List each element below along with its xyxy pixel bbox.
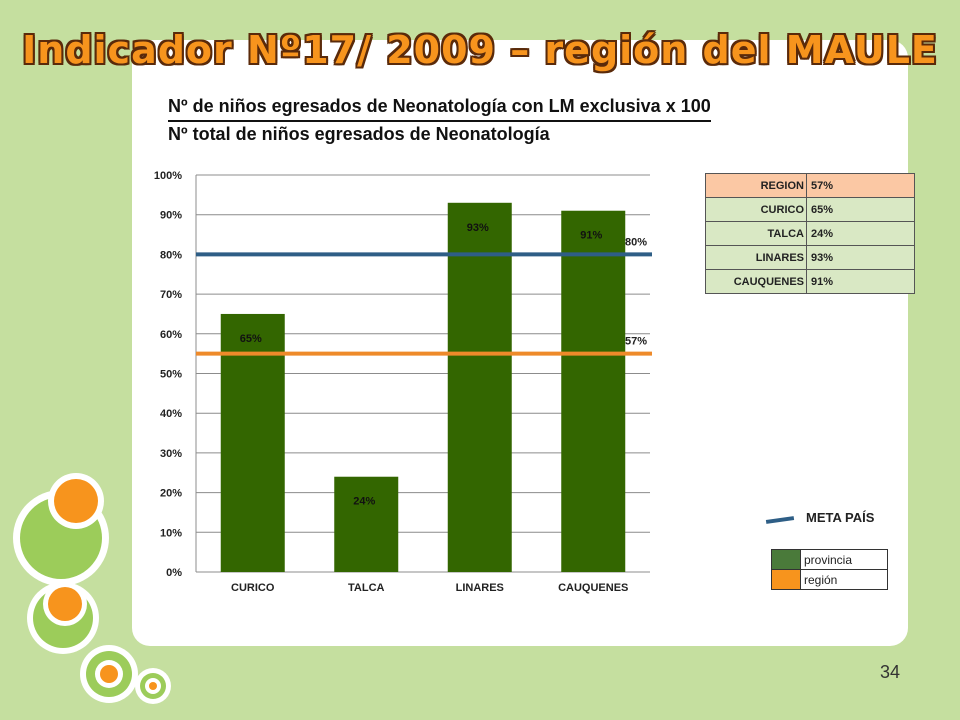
table-cell-label: CURICO [705,197,807,222]
table-row: TALCA 24% [705,221,915,246]
region-table: REGION 57% CURICO 65% TALCA 24% LINARES … [705,173,915,294]
formula-numerator: Nº de niños egresados de Neonatología co… [168,94,711,122]
table-cell-value: 91% [806,269,915,294]
y-tick-label: 60% [160,329,182,341]
table-cell-value: 65% [806,197,915,222]
table-cell-label: TALCA [705,221,807,246]
bar [220,313,285,572]
bar [447,202,512,573]
data-label: 93% [467,222,489,234]
y-tick-label: 70% [160,289,182,301]
formula-denominator: Nº total de niños egresados de Neonatolo… [168,124,550,144]
x-tick-label: LINARES [456,582,504,594]
table-cell-label: LINARES [705,245,807,270]
table-cell-label: CAUQUENES [705,269,807,294]
table-cell-label: REGION [705,173,807,198]
y-tick-label: 100% [154,170,182,182]
data-label: 24% [353,496,375,508]
y-tick-label: 90% [160,210,182,222]
table-header-row: REGION 57% [705,173,915,198]
meta-pais-label: META PAÍS [806,510,875,525]
slide-title: Indicador Nº17/ 2009 – región del MAULE [22,28,938,72]
decor-dot-orange-4 [149,682,157,690]
x-tick-label: CURICO [231,582,275,594]
table-row: CAUQUENES 91% [705,269,915,294]
table-row: CURICO 65% [705,197,915,222]
bar [334,476,399,572]
page-number: 34 [880,662,901,682]
table-row: LINARES 93% [705,245,915,270]
x-tick-label: CAUQUENES [558,582,628,594]
decor-dot-orange-2 [48,587,82,621]
data-label: 65% [240,333,262,345]
legend-label: provincia [800,549,888,570]
y-tick-label: 40% [160,408,182,420]
legend-item: provincia [771,549,888,570]
x-tick-label: TALCA [348,582,385,594]
y-tick-label: 50% [160,369,182,381]
legend-swatch-region [771,569,801,590]
y-tick-label: 20% [160,488,182,500]
legend-item: región [771,569,888,590]
y-tick-label: 10% [160,527,182,539]
y-tick-label: 80% [160,249,182,261]
table-cell-value: 24% [806,221,915,246]
formula: Nº de niños egresados de Neonatología co… [168,94,711,147]
y-tick-label: 0% [166,567,182,579]
reference-line-label: 57% [625,336,647,348]
reference-line-label: 80% [625,236,647,248]
decor-dot-orange-3 [100,665,118,683]
data-label: 91% [580,230,602,242]
table-cell-value: 57% [806,173,915,198]
legend: provincia región [771,549,888,590]
decor-dot-orange-1 [54,479,98,523]
y-tick-label: 30% [160,448,182,460]
legend-swatch-provincia [771,549,801,570]
table-cell-value: 93% [806,245,915,270]
bar [561,210,626,573]
legend-label: región [800,569,888,590]
